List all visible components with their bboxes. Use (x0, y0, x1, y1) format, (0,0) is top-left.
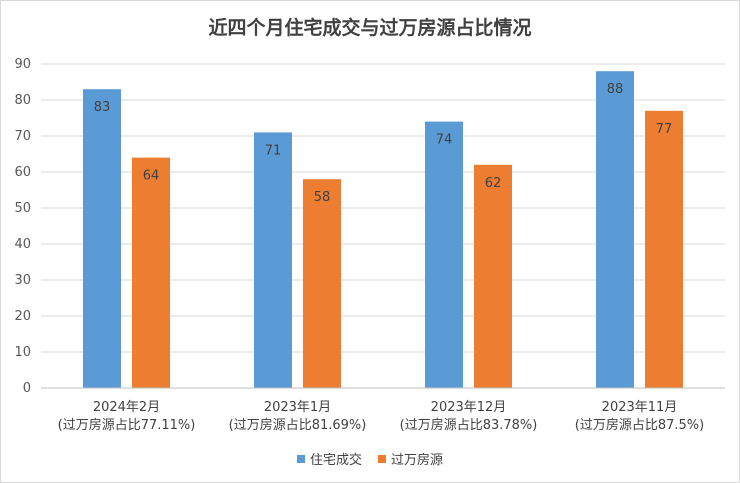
bar-residential (596, 71, 634, 388)
y-tick-label: 80 (14, 93, 31, 108)
legend-label-residential: 住宅成交 (309, 453, 362, 468)
x-tick-label: 2023年11月 (602, 400, 678, 415)
data-label: 58 (314, 190, 331, 205)
x-tick-sublabel: (过万房源占比81.69%) (229, 417, 367, 433)
y-tick-label: 60 (14, 165, 31, 180)
y-tick-label: 50 (14, 201, 31, 216)
x-tick-sublabel: (过万房源占比83.78%) (400, 417, 538, 433)
bar-over-10k (132, 157, 170, 388)
data-label: 64 (143, 169, 160, 184)
bar-residential (83, 89, 121, 388)
bar-over-10k (474, 164, 512, 388)
x-tick-sublabel: (过万房源占比87.5%) (575, 417, 704, 433)
bar-residential (425, 121, 463, 388)
data-label: 74 (436, 133, 453, 148)
data-label: 88 (607, 82, 624, 97)
x-tick-label: 2024年2月 (93, 400, 160, 415)
chart-title: 近四个月住宅成交与过万房源占比情况 (208, 17, 532, 39)
legend-label-over-10k: 过万房源 (391, 453, 444, 468)
y-tick-label: 10 (14, 345, 31, 360)
bar-over-10k (303, 179, 341, 388)
data-label: 62 (485, 176, 502, 191)
legend-item-residential: 住宅成交 (296, 449, 362, 468)
x-tick-sublabel: (过万房源占比77.11%) (58, 417, 196, 433)
y-tick-label: 70 (14, 129, 31, 144)
x-tick-label: 2023年1月 (264, 400, 331, 415)
data-label: 71 (265, 143, 282, 158)
data-label: 83 (94, 100, 111, 115)
y-tick-label: 0 (23, 381, 31, 396)
legend-swatch-over-10k (378, 454, 386, 463)
y-tick-label: 90 (14, 57, 31, 72)
bar-residential (254, 132, 292, 388)
y-tick-label: 20 (14, 309, 31, 324)
y-tick-label: 30 (14, 273, 31, 288)
legend-swatch-residential (296, 454, 305, 463)
y-tick-label: 40 (14, 237, 31, 252)
bar-over-10k (645, 110, 683, 389)
legend-item-over-10k: 过万房源 (378, 449, 443, 468)
x-tick-label: 2023年12月 (431, 400, 507, 415)
data-label: 77 (656, 122, 673, 137)
legend: 住宅成交 过万房源 (1, 449, 739, 468)
